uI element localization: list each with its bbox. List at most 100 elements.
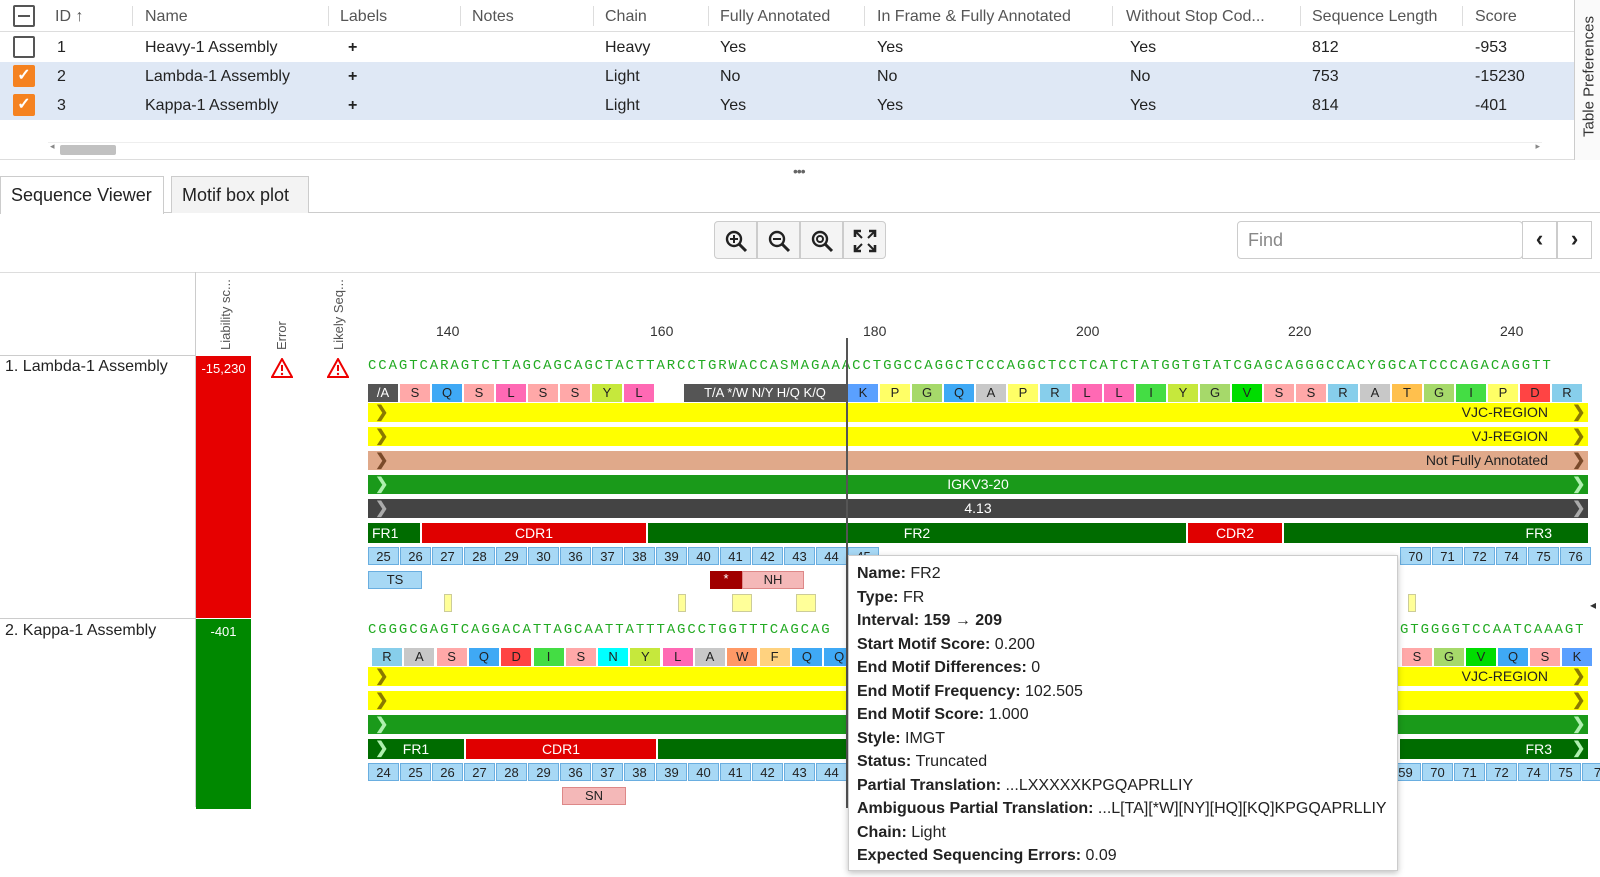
tooltip-row: Style: IMGT	[857, 729, 946, 747]
find-next-button[interactable]: ›	[1557, 221, 1592, 259]
amino-acid: L	[1104, 384, 1134, 402]
fullscreen-button[interactable]	[843, 221, 886, 259]
zoom-fit-button[interactable]	[800, 221, 843, 259]
row-nostop: No	[1130, 68, 1151, 85]
row-score: -15230	[1475, 68, 1525, 85]
motif-box[interactable]: TS	[368, 571, 422, 589]
region-fr3[interactable]: FR3	[1284, 523, 1588, 543]
col-seq-length[interactable]: Sequence Length	[1312, 8, 1438, 25]
amino-acid: S	[560, 384, 590, 402]
region-fr1[interactable]: FR1	[368, 739, 464, 759]
nucleotide-sequence[interactable]: CGGGCGAGTCAGGACATTAGCAATTATTTAGCCTGGTTTC…	[368, 622, 832, 638]
col-score[interactable]: Score	[1475, 8, 1517, 25]
col-fully-annotated[interactable]: Fully Annotated	[720, 8, 831, 25]
ruler-tick: 160	[650, 323, 674, 339]
imgt-number: 75	[1550, 763, 1581, 781]
zoom-in-button[interactable]	[714, 221, 757, 259]
find-prev-button[interactable]: ‹	[1522, 221, 1557, 259]
resize-handle-icon[interactable]: •••	[793, 163, 806, 179]
amino-acid: N	[598, 648, 629, 666]
nucleotide-sequence-right[interactable]: GTGGGGTCCAATCAAAGT	[1400, 622, 1586, 638]
scroll-left-icon[interactable]: ◂	[50, 141, 55, 151]
zoom-out-icon	[768, 230, 790, 253]
motif-box[interactable]: NH	[742, 571, 804, 589]
direction-chevron-icon: ❯	[375, 500, 389, 517]
col-id[interactable]: ID ↑	[55, 8, 84, 25]
col-labels[interactable]: Labels	[340, 8, 388, 25]
imgt-number: 71	[1454, 763, 1485, 781]
table-preferences-tab[interactable]: Table Preferences	[1574, 0, 1600, 160]
region-cdr1[interactable]: CDR1	[466, 739, 656, 759]
region-fr2[interactable]	[658, 739, 848, 759]
scroll-thumb[interactable]	[60, 145, 116, 155]
region-fr3[interactable]: FR3	[1400, 739, 1588, 759]
table-row[interactable]: ✓ 3 Kappa-1 Assembly + Light Yes Yes Yes…	[0, 91, 1574, 120]
direction-chevron-icon: ❯	[1572, 428, 1586, 445]
row-name: Heavy-1 Assembly	[145, 39, 278, 56]
region-cdr2[interactable]: CDR2	[1188, 523, 1282, 543]
tab-bar: Sequence Viewer Motif box plot	[0, 176, 1600, 214]
annotation-bar[interactable]: VJC-REGION	[368, 403, 1588, 422]
marker	[444, 594, 452, 612]
row-checkbox[interactable]: ✓	[13, 65, 35, 87]
region-fr2[interactable]: FR2	[648, 523, 1186, 543]
col-inframe[interactable]: In Frame & Fully Annotated	[877, 8, 1071, 25]
horizontal-scrollbar[interactable]: ◂ ▸	[48, 141, 1542, 155]
direction-chevron-icon: ❯	[1572, 716, 1586, 733]
sequence-label[interactable]: 2. Kappa-1 Assembly	[5, 622, 157, 639]
amino-acid: S	[400, 384, 430, 402]
imgt-number: 43	[784, 763, 815, 781]
add-label-button[interactable]: +	[348, 97, 358, 114]
imgt-number: 76	[1560, 547, 1591, 565]
amino-acid: I	[533, 648, 564, 666]
amino-acid: I	[1456, 384, 1486, 402]
motif-box[interactable]: SN	[562, 787, 626, 805]
sequence-label[interactable]: 1. Lambda-1 Assembly	[5, 358, 168, 375]
zoom-out-button[interactable]	[757, 221, 800, 259]
select-all-checkbox[interactable]	[13, 5, 35, 27]
tooltip-row: Type: FR	[857, 588, 925, 606]
col-liability-score[interactable]: Liability sc...	[218, 279, 233, 350]
direction-chevron-icon: ❯	[1572, 668, 1586, 685]
nucleotide-sequence[interactable]: CCAGTCARAGTCTTAGCAGCAGCTACTTARCCTGRWACCA…	[368, 358, 1553, 374]
col-chain[interactable]: Chain	[605, 8, 647, 25]
annotation-bar[interactable]: 4.13	[368, 499, 1588, 518]
amino-acid: D	[501, 648, 532, 666]
table-row[interactable]: 1 Heavy-1 Assembly + Heavy Yes Yes Yes 8…	[0, 33, 1574, 62]
add-label-button[interactable]: +	[348, 68, 358, 85]
col-name[interactable]: Name	[145, 8, 188, 25]
imgt-number: 28	[496, 763, 527, 781]
scroll-right-icon[interactable]: ▸	[1535, 141, 1540, 151]
find-input[interactable]: Find	[1237, 221, 1523, 259]
col-likely-seq[interactable]: Likely Seq...	[331, 279, 346, 350]
region-fr1[interactable]: FR1	[368, 523, 420, 543]
imgt-number: 7	[1582, 763, 1600, 781]
col-notes[interactable]: Notes	[472, 8, 514, 25]
col-error[interactable]: Error	[274, 321, 289, 350]
imgt-number: 42	[752, 763, 783, 781]
imgt-number: 27	[464, 763, 495, 781]
imgt-number: 70	[1422, 763, 1453, 781]
tab-motif-box-plot[interactable]: Motif box plot	[171, 176, 309, 213]
motif-box[interactable]: *	[710, 571, 742, 589]
position-cursor[interactable]	[846, 338, 848, 808]
row-chain: Light	[605, 68, 640, 85]
col-without-stop[interactable]: Without Stop Cod...	[1126, 8, 1265, 25]
amino-acid: I	[1136, 384, 1166, 402]
amino-acid: Y	[1168, 384, 1198, 402]
region-cdr1[interactable]: CDR1	[422, 523, 646, 543]
annotation-bar[interactable]: IGKV3-20	[368, 475, 1588, 494]
liability-score-cell: -401	[196, 619, 251, 809]
marker	[1408, 594, 1416, 612]
amino-acid: S	[565, 648, 596, 666]
annotation-bar[interactable]: VJ-REGION	[368, 427, 1588, 446]
tab-sequence-viewer[interactable]: Sequence Viewer	[0, 176, 164, 214]
direction-chevron-icon: ❯	[375, 476, 389, 493]
table-row[interactable]: ✓ 2 Lambda-1 Assembly + Light No No No 7…	[0, 62, 1574, 91]
collapse-panel-icon[interactable]: ◂	[1590, 598, 1597, 612]
row-checkbox[interactable]	[13, 36, 35, 58]
imgt-number: 39	[656, 763, 687, 781]
annotation-bar[interactable]: Not Fully Annotated	[368, 451, 1588, 470]
row-checkbox[interactable]: ✓	[13, 94, 35, 116]
add-label-button[interactable]: +	[348, 39, 358, 56]
